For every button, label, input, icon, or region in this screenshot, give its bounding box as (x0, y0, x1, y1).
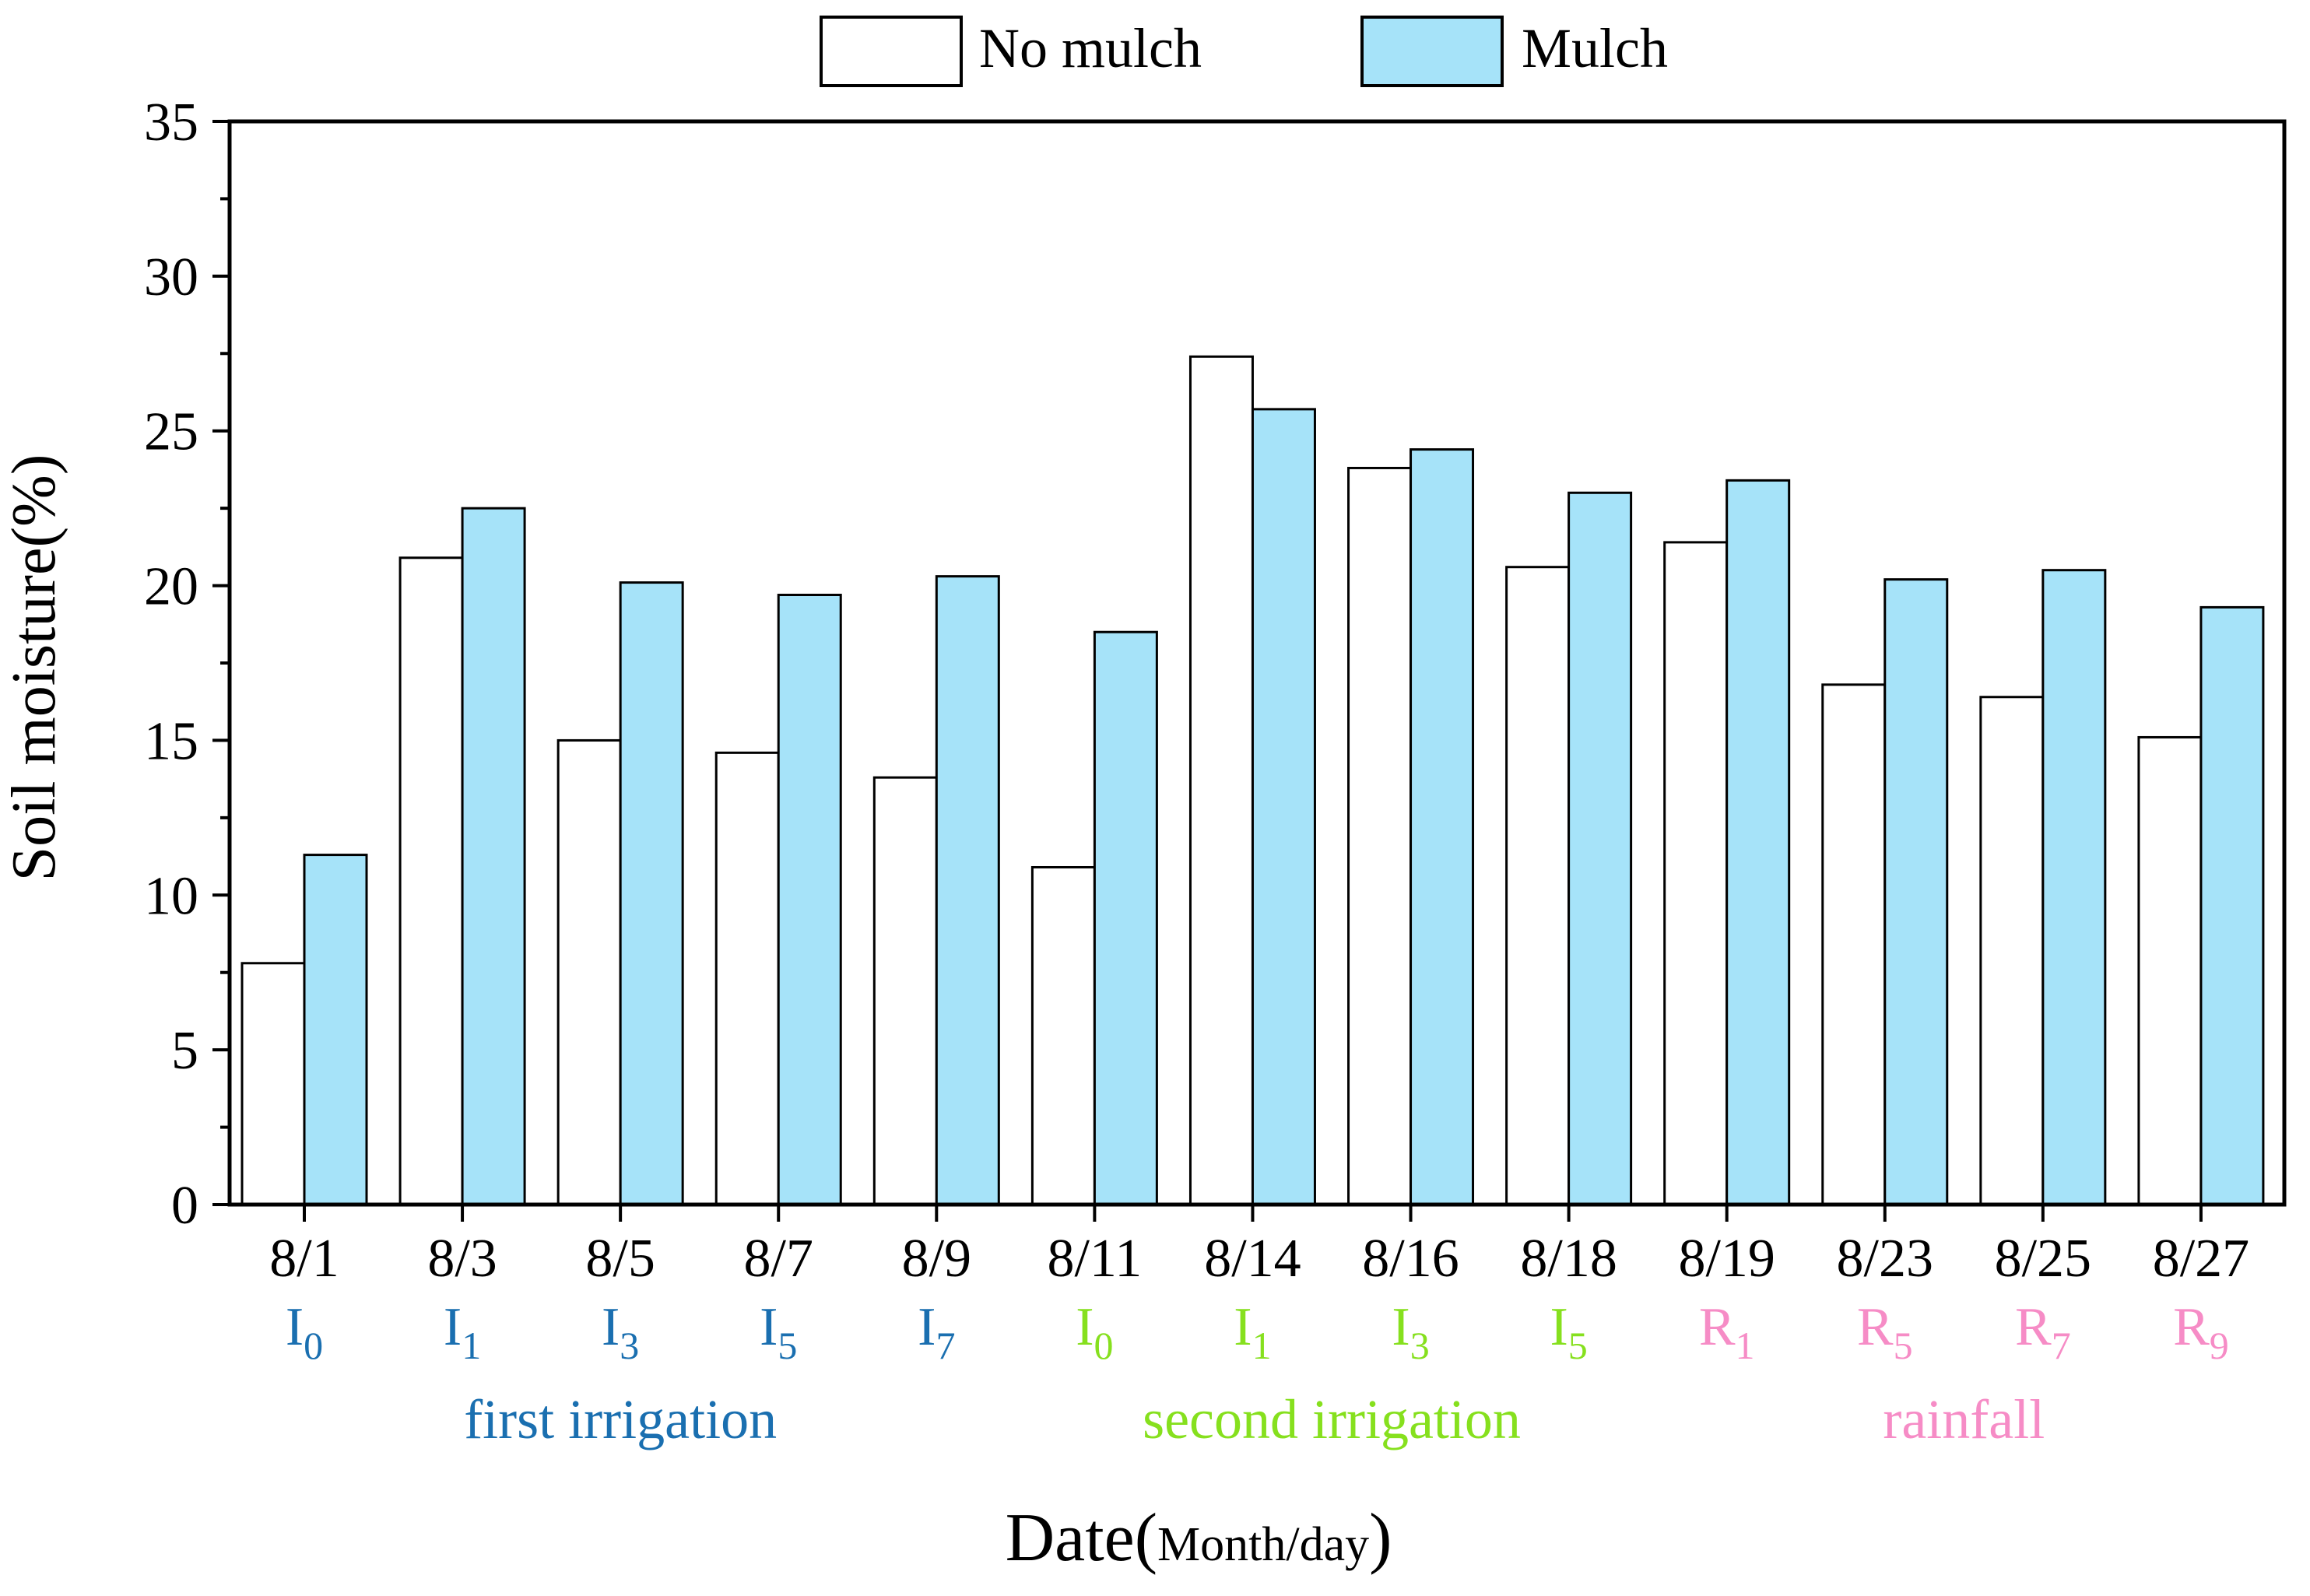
legend-label-mulch: Mulch (1522, 17, 1668, 79)
event-label: I1 (444, 1297, 481, 1367)
legend-swatch-mulch (1360, 16, 1504, 87)
bar-mulch (303, 854, 368, 1206)
legend: No mulch Mulch (820, 16, 1668, 87)
x-tick-label: 8/9 (902, 1229, 971, 1289)
bar-mulch (1883, 578, 1949, 1206)
x-axis-title-unit: Month/day (1157, 1518, 1369, 1571)
x-tick-label: 8/27 (2153, 1229, 2249, 1289)
x-tick-label: 8/19 (1678, 1229, 1775, 1289)
x-tick-label: 8/23 (1837, 1229, 1933, 1289)
bar-no-mulch (1505, 566, 1571, 1206)
x-tick-label: 8/1 (269, 1229, 339, 1289)
event-label: I5 (1550, 1297, 1587, 1367)
x-tick-label: 8/16 (1362, 1229, 1459, 1289)
event-label: I0 (286, 1297, 323, 1367)
y-axis-ticks: 0 5 10 15 20 25 30 35 (144, 93, 230, 1236)
x-tick-label: 8/7 (744, 1229, 813, 1289)
x-tick-label: 8/5 (585, 1229, 655, 1289)
bar-no-mulch (240, 962, 306, 1206)
x-tick-label: 8/25 (1995, 1229, 2091, 1289)
x-tick-label: 8/14 (1204, 1229, 1301, 1289)
x-tick-label: 8/18 (1520, 1229, 1617, 1289)
legend-label-no-mulch: No mulch (979, 17, 1202, 79)
event-label: I0 (1076, 1297, 1113, 1367)
bar-mulch (1568, 491, 1633, 1206)
group-label: rainfall (1883, 1388, 2045, 1450)
legend-swatch-no-mulch (820, 16, 963, 87)
event-label: I7 (918, 1297, 955, 1367)
y-tick-label: 0 (171, 1176, 198, 1236)
bar-no-mulch (714, 751, 780, 1206)
group-label: first irrigation (464, 1388, 777, 1450)
bar-no-mulch (398, 556, 464, 1206)
bar-mulch (1725, 479, 1791, 1206)
y-tick-label: 30 (144, 247, 198, 307)
x-axis-title-main: Date( (1006, 1500, 1157, 1576)
bar-no-mulch (872, 776, 938, 1206)
bar-mulch (1251, 408, 1316, 1206)
bar-mulch (1410, 448, 1475, 1206)
event-label: I5 (760, 1297, 797, 1367)
y-tick-label: 15 (144, 711, 198, 771)
group-label: second irrigation (1143, 1388, 1521, 1450)
bar-no-mulch (1821, 683, 1887, 1206)
bar-no-mulch (1030, 865, 1096, 1206)
bar-mulch (1093, 630, 1158, 1206)
bar-no-mulch (1347, 466, 1413, 1206)
event-label: R7 (2015, 1297, 2071, 1367)
bar-no-mulch (556, 738, 622, 1206)
event-label: I3 (602, 1297, 639, 1367)
bar-mulch (2041, 569, 2107, 1206)
y-tick-label: 5 (171, 1021, 198, 1081)
bar-mulch (777, 594, 842, 1206)
y-axis-title: Soil moisture(%) (0, 454, 68, 882)
bar-no-mulch (1979, 696, 2045, 1206)
x-tick-label: 8/11 (1047, 1229, 1142, 1289)
event-label: I1 (1234, 1297, 1271, 1367)
bar-mulch (619, 581, 684, 1206)
x-axis-title-close: ) (1369, 1500, 1392, 1576)
bar-mulch (461, 507, 526, 1206)
event-label: R9 (2173, 1297, 2229, 1367)
y-tick-label: 35 (144, 93, 198, 153)
event-label: I3 (1392, 1297, 1429, 1367)
y-tick-label: 10 (144, 866, 198, 926)
x-tick-label: 8/3 (427, 1229, 497, 1289)
x-axis-ticks: 8/1 I0 8/3 I1 8/5 I3 8/7 I5 8/9 I7 8/11 I0 8/14 I1 8/1… (269, 1205, 2249, 1450)
bar-mulch (2199, 605, 2265, 1206)
bar-no-mulch (1188, 355, 1254, 1206)
x-axis-title: Date(Month/day) (1006, 1500, 1392, 1576)
y-tick-label: 25 (144, 402, 198, 462)
event-label: R5 (1857, 1297, 1913, 1367)
plot-frame (227, 119, 2287, 1207)
bar-no-mulch (2137, 735, 2203, 1206)
y-tick-label: 20 (144, 557, 198, 617)
event-label: R1 (1699, 1297, 1755, 1367)
bar-mulch (935, 575, 1000, 1206)
bar-no-mulch (1663, 541, 1729, 1206)
bars (240, 355, 2265, 1206)
